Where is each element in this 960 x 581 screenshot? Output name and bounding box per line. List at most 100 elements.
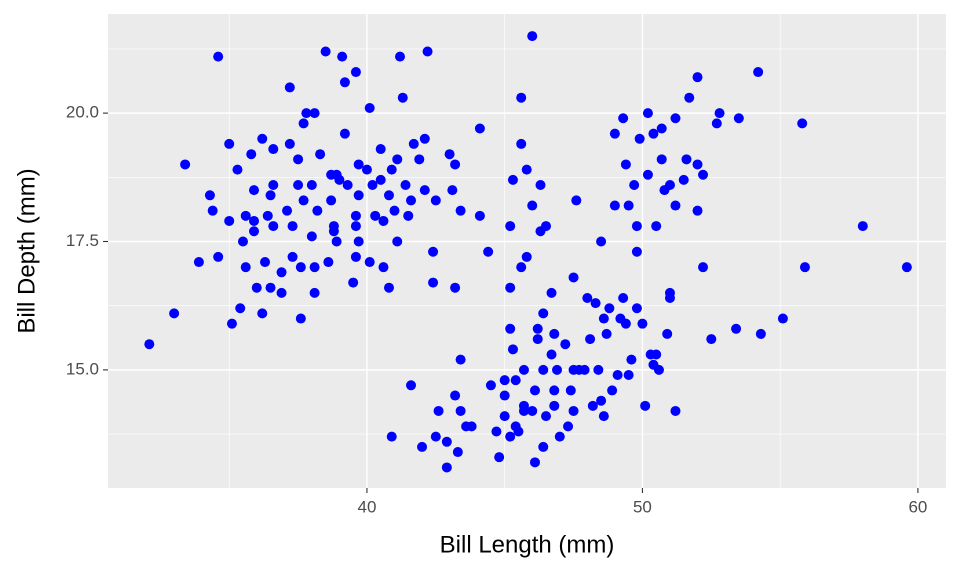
point [516,262,527,273]
point [430,431,441,442]
point [598,313,609,324]
point [527,200,538,211]
point [350,67,361,78]
point [604,303,615,314]
point [342,180,353,191]
point [306,231,317,242]
point [510,375,521,386]
point [389,205,400,216]
point [505,282,516,293]
point [714,108,725,119]
point [753,67,764,78]
point [386,164,397,175]
point [620,159,631,170]
point [620,318,631,329]
point [406,195,417,206]
point [642,169,653,180]
point [339,128,350,139]
point [224,138,235,149]
point [466,421,477,432]
point [213,251,224,262]
point [455,354,466,365]
point [755,328,766,339]
point [268,221,279,232]
y-tick-label: 20.0 [66,103,99,122]
point [681,154,692,165]
point [593,364,604,375]
point [364,257,375,268]
point [450,390,461,401]
point [529,457,540,468]
point [328,221,339,232]
point [560,339,571,350]
point [596,395,607,406]
point [618,113,629,124]
point [249,215,260,226]
point [631,246,642,257]
point [527,405,538,416]
y-tick-label: 15.0 [66,359,99,378]
point [406,380,417,391]
point [293,180,304,191]
point [499,375,510,386]
point [518,405,529,416]
point [251,282,262,293]
point [549,328,560,339]
point [507,174,518,185]
point [441,436,452,447]
point [634,133,645,144]
point [549,400,560,411]
panel-background [108,14,946,488]
point [598,411,609,422]
point [287,251,298,262]
point [284,82,295,93]
point [505,323,516,334]
point [546,349,557,360]
point [527,31,538,42]
point [428,246,439,257]
point [626,354,637,365]
point [587,400,598,411]
point [400,180,411,191]
point [623,370,634,381]
point [670,113,681,124]
point [364,102,375,113]
point [510,421,521,432]
point [265,282,276,293]
point [483,246,494,257]
point [455,405,466,416]
point [334,174,345,185]
point [452,447,463,458]
point [692,205,703,216]
point [549,385,560,396]
point [422,46,433,57]
point [450,282,461,293]
point [585,334,596,345]
point [857,221,868,232]
point [612,370,623,381]
point [609,128,620,139]
point [505,221,516,232]
point [568,272,579,283]
point [538,441,549,452]
point [350,221,361,232]
point [552,364,563,375]
point [609,200,620,211]
point [246,149,257,160]
point [529,385,540,396]
point [240,262,251,273]
point [144,339,155,350]
point [568,364,579,375]
point [777,313,788,324]
point [629,180,640,191]
point [353,159,364,170]
point [193,257,204,268]
point [326,195,337,206]
point [516,92,527,103]
point [430,195,441,206]
point [491,426,502,437]
point [392,236,403,247]
point [684,92,695,103]
